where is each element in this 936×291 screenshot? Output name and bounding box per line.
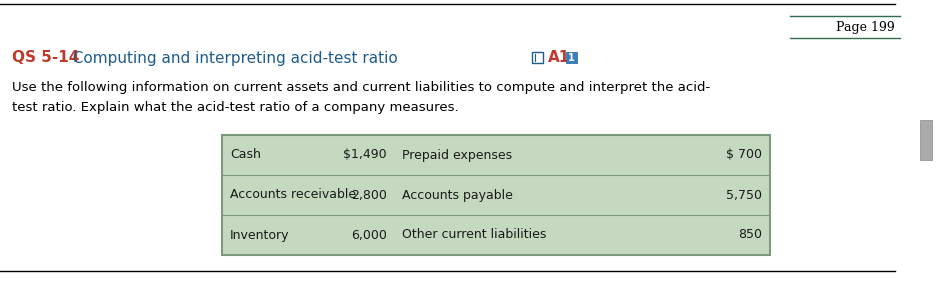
Text: Cash: Cash bbox=[229, 148, 260, 162]
Text: test ratio. Explain what the acid-test ratio of a company measures.: test ratio. Explain what the acid-test r… bbox=[12, 102, 458, 114]
Text: Page 199: Page 199 bbox=[835, 22, 894, 35]
Text: 2,800: 2,800 bbox=[351, 189, 387, 201]
Text: Inventory: Inventory bbox=[229, 228, 289, 242]
Text: Prepaid expenses: Prepaid expenses bbox=[402, 148, 512, 162]
Text: Computing and interpreting acid-test ratio: Computing and interpreting acid-test rat… bbox=[63, 51, 397, 65]
FancyBboxPatch shape bbox=[565, 52, 577, 63]
Text: 850: 850 bbox=[738, 228, 761, 242]
Text: $1,490: $1,490 bbox=[343, 148, 387, 162]
Text: Use the following information on current assets and current liabilities to compu: Use the following information on current… bbox=[12, 81, 709, 95]
Text: QS 5-14: QS 5-14 bbox=[12, 51, 80, 65]
Text: A1: A1 bbox=[548, 51, 570, 65]
Text: Accounts receivable: Accounts receivable bbox=[229, 189, 356, 201]
FancyBboxPatch shape bbox=[222, 135, 769, 255]
Text: 1: 1 bbox=[567, 53, 575, 63]
Text: 6,000: 6,000 bbox=[351, 228, 387, 242]
Text: 5,750: 5,750 bbox=[725, 189, 761, 201]
Text: Accounts payable: Accounts payable bbox=[402, 189, 512, 201]
Text: $ 700: $ 700 bbox=[725, 148, 761, 162]
FancyBboxPatch shape bbox=[919, 120, 931, 160]
Text: Other current liabilities: Other current liabilities bbox=[402, 228, 546, 242]
